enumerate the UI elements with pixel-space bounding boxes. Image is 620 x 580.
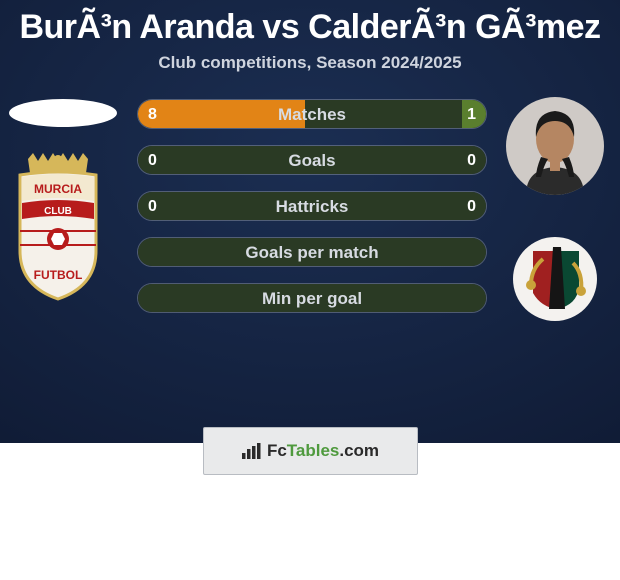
bar-chart-icon bbox=[241, 442, 261, 460]
stat-value-left: 8 bbox=[138, 100, 167, 129]
player2-avatar bbox=[506, 97, 604, 195]
page-subtitle: Club competitions, Season 2024/2025 bbox=[0, 53, 620, 73]
stat-row: Min per goal bbox=[137, 283, 487, 313]
stat-value-left: 0 bbox=[138, 192, 167, 221]
stat-value-right: 0 bbox=[457, 192, 486, 221]
logo-tables: Tables bbox=[287, 441, 340, 460]
fctables-logo-text: FcTables.com bbox=[267, 441, 379, 461]
stat-row: Matches8 1 bbox=[137, 99, 487, 129]
main-comparison-area: MURCIA CLUB FUTBOL bbox=[0, 97, 620, 427]
fctables-logo-box: FcTables.com bbox=[203, 427, 418, 475]
player1-avatar bbox=[9, 99, 117, 127]
stats-bars: Matches81Goals00Hattricks00Goals per mat… bbox=[137, 99, 487, 329]
club2-badge bbox=[513, 237, 597, 321]
stat-row: Goals0 0 bbox=[137, 145, 487, 175]
svg-text:CLUB: CLUB bbox=[44, 206, 72, 217]
stat-value-right: 0 bbox=[457, 146, 486, 175]
club1-badge: MURCIA CLUB FUTBOL bbox=[8, 151, 108, 301]
player2-column bbox=[500, 97, 610, 321]
stat-row: Hattricks0 0 bbox=[137, 191, 487, 221]
stat-label: Matches bbox=[138, 100, 486, 129]
logo-fc: Fc bbox=[267, 441, 287, 460]
stat-value-left: 0 bbox=[138, 146, 167, 175]
date-label: 27 november 2024 bbox=[0, 493, 620, 515]
stat-label: Min per goal bbox=[138, 284, 486, 313]
page-title: BurÃ³n Aranda vs CalderÃ³n GÃ³mez bbox=[0, 0, 620, 47]
player1-column: MURCIA CLUB FUTBOL bbox=[8, 97, 118, 306]
stat-label: Hattricks bbox=[138, 192, 486, 221]
svg-text:MURCIA: MURCIA bbox=[34, 182, 82, 196]
stat-label: Goals bbox=[138, 146, 486, 175]
svg-text:FUTBOL: FUTBOL bbox=[34, 268, 83, 282]
logo-com: .com bbox=[339, 441, 379, 460]
stat-label: Goals per match bbox=[138, 238, 486, 267]
stat-row: Goals per match bbox=[137, 237, 487, 267]
stat-value-right: 1 bbox=[457, 100, 486, 129]
